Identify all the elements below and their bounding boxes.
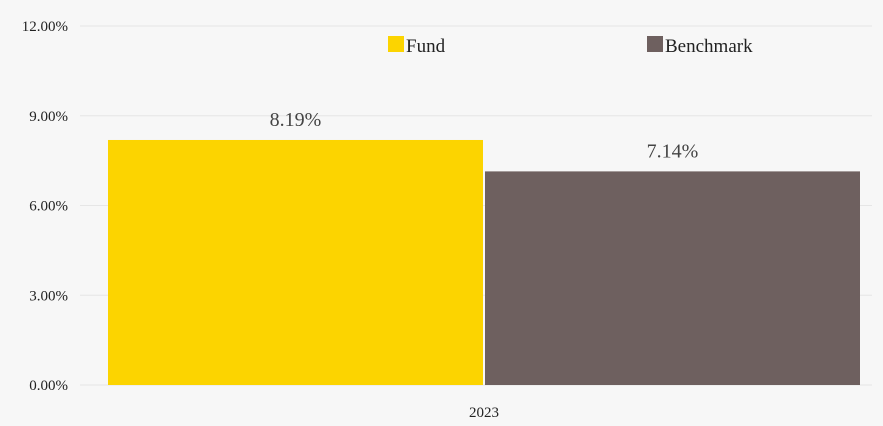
y-tick-label: 0.00% [29, 378, 68, 394]
data-labels: 8.19% 7.14% [270, 109, 699, 162]
y-axis: 0.00% 3.00% 6.00% 9.00% 12.00% [22, 19, 68, 394]
y-tick-label: 6.00% [29, 199, 68, 215]
data-label-benchmark: 7.14% [647, 140, 699, 162]
x-axis: 2023 [469, 405, 499, 421]
legend-label-fund: Fund [406, 36, 446, 57]
data-label-fund: 8.19% [270, 109, 322, 131]
bar-benchmark [485, 171, 860, 385]
bar-fund [108, 139, 483, 385]
y-tick-label: 12.00% [22, 19, 68, 35]
legend-label-benchmark: Benchmark [665, 36, 753, 57]
legend-swatch-benchmark [647, 36, 663, 52]
legend: Fund Benchmark [388, 36, 753, 57]
y-tick-label: 3.00% [29, 288, 68, 304]
y-tick-label: 9.00% [29, 109, 68, 125]
legend-swatch-fund [388, 36, 404, 52]
x-tick-label: 2023 [469, 405, 499, 421]
bars [108, 139, 860, 385]
